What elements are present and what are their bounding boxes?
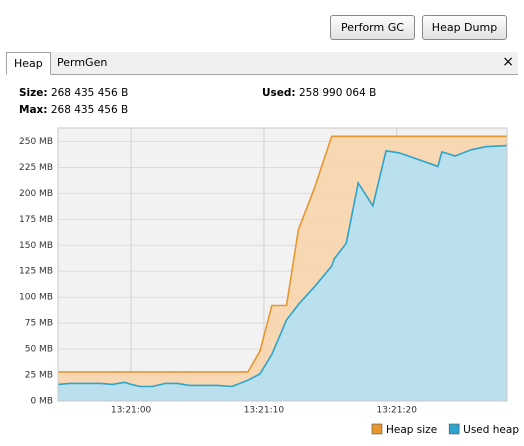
x-tick-label: 13:21:00 <box>111 406 152 416</box>
y-tick-label: 75 MB <box>25 319 53 329</box>
tab-background <box>6 52 518 74</box>
x-tick-label: 13:21:20 <box>377 406 418 416</box>
y-tick-label: 50 MB <box>25 345 53 355</box>
max-value: 268 435 456 B <box>50 104 129 116</box>
area-line <box>58 135 507 373</box>
y-tick-label: 0 MB <box>30 397 53 407</box>
area-line <box>57 144 508 388</box>
tab-bar: Heap PermGen × <box>6 52 518 75</box>
legend-swatch <box>371 423 383 435</box>
plot-border <box>57 127 508 402</box>
area-fill <box>58 145 507 401</box>
legend-label: Used heap <box>463 424 519 436</box>
y-tick-label: 200 MB <box>19 189 53 199</box>
max-info: Max: 268 435 456 B <box>19 104 128 116</box>
y-tick-label: 25 MB <box>25 371 53 381</box>
y-tick-label: 250 MB <box>19 137 53 147</box>
legend-label: Heap size <box>386 424 437 436</box>
y-tick-label: 175 MB <box>19 215 53 225</box>
used-value: 258 990 064 B <box>298 87 377 99</box>
size-value: 268 435 456 B <box>50 87 129 99</box>
legend-swatch <box>448 423 460 435</box>
heap-tab[interactable]: Heap <box>6 52 51 75</box>
used-info: Used: 258 990 064 B <box>262 87 376 99</box>
close-icon[interactable]: × <box>502 54 514 70</box>
y-tick-label: 225 MB <box>19 163 53 173</box>
y-tick-label: 100 MB <box>19 293 53 303</box>
y-tick-label: 125 MB <box>19 267 53 277</box>
permgen-tab[interactable]: PermGen <box>57 56 108 69</box>
x-tick-label: 13:21:10 <box>244 406 285 416</box>
perform-gc-button[interactable]: Perform GC <box>330 15 415 40</box>
size-info: Size: 268 435 456 B <box>19 87 128 99</box>
heap-dump-button[interactable]: Heap Dump <box>422 15 507 40</box>
y-tick-label: 150 MB <box>19 241 53 251</box>
max-label: Max: <box>19 104 48 116</box>
used-label: Used: <box>262 87 296 99</box>
size-label: Size: <box>19 87 48 99</box>
